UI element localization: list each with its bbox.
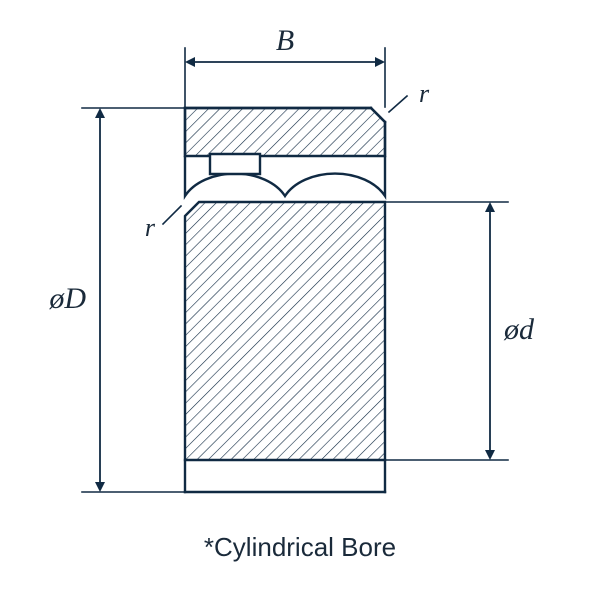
- bearing-diagram: B r r øD ød *Cylindrical Bore: [0, 0, 600, 600]
- caption-text: *Cylindrical Bore: [204, 532, 396, 562]
- dim-label-r-outer: r: [419, 79, 430, 108]
- dim-label-D: øD: [48, 282, 86, 315]
- dim-label-r-inner: r: [145, 213, 156, 242]
- dim-label-d: ød: [503, 313, 535, 346]
- dim-label-B: B: [276, 24, 294, 57]
